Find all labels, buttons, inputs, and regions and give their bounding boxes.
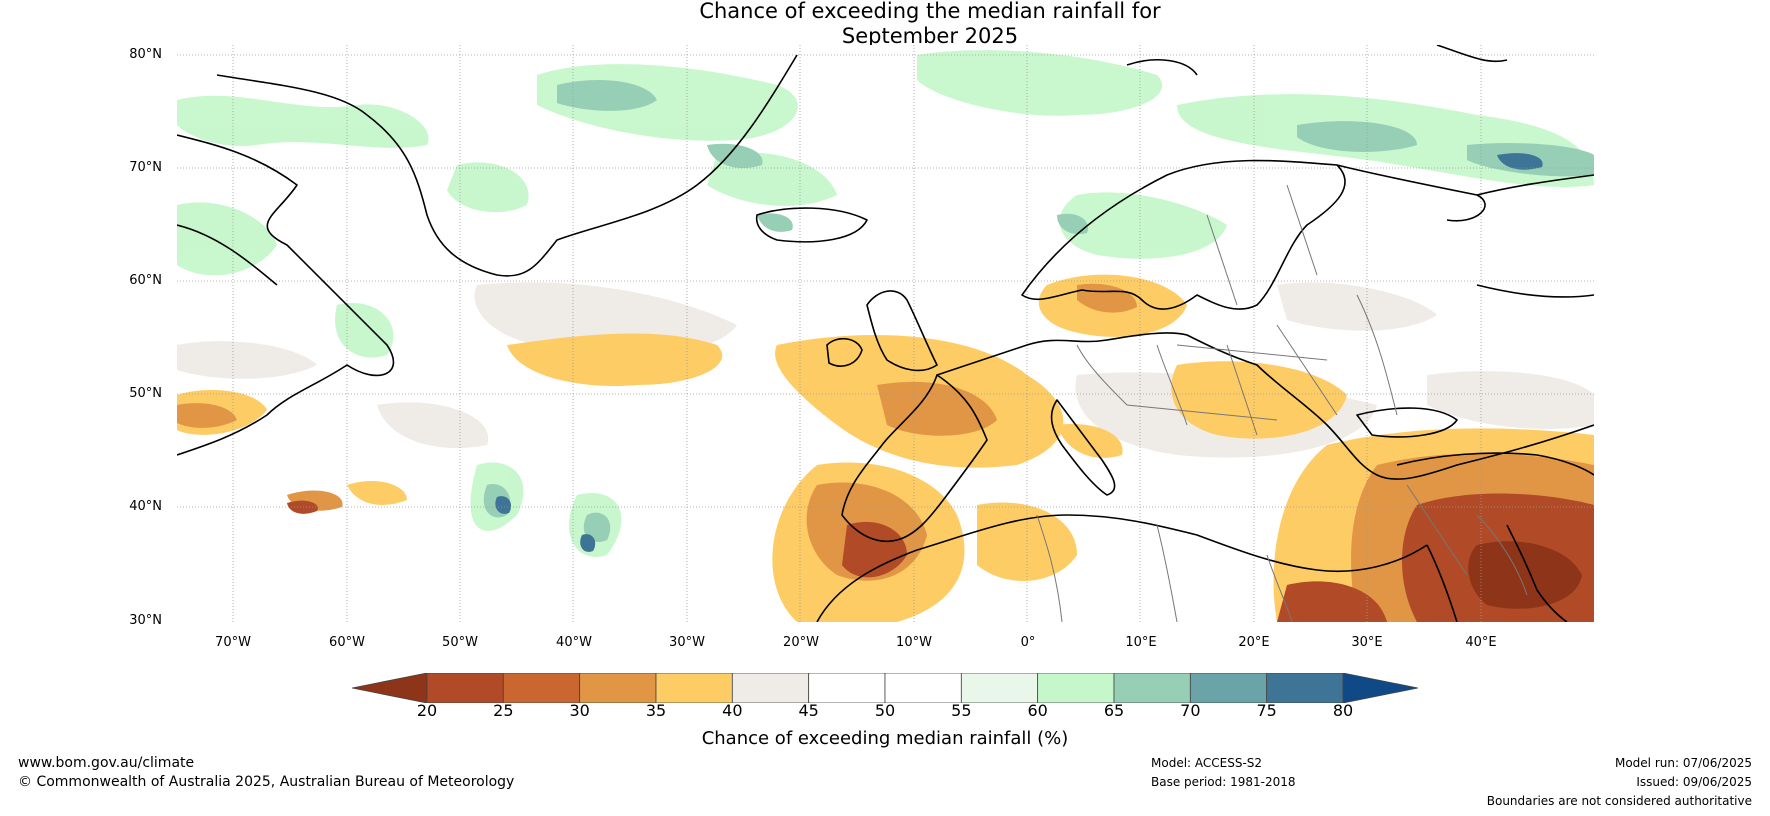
colorbar-segment [884,673,962,703]
colorbar-segment [1113,673,1191,703]
colorbar-tick-label: 70 [1180,701,1201,720]
lon-label: 10°E [1125,635,1157,650]
colorbar-segment [579,673,657,703]
colorbar-tick-label: 25 [493,701,514,720]
disclaimer-text: Boundaries are not considered authoritat… [1486,794,1752,808]
lon-label: 50°W [442,635,478,650]
lon-label: 60°W [329,635,365,650]
model-text: Model: ACCESS-S2 [1151,756,1263,770]
colorbar-tick-label: 30 [569,701,590,720]
lon-label: 30°W [669,635,705,650]
colorbar-extend-low [352,673,428,703]
colorbar-tick-label: 20 [416,701,438,720]
lon-label: 30°E [1351,635,1383,650]
colorbar-segment [808,673,886,703]
colorbar-segment [1037,673,1115,703]
colorbar-segment [1189,673,1268,703]
lon-label: 0° [1020,635,1036,650]
colorbar-extend-high [1342,673,1418,703]
colorbar-tick-label: 55 [951,701,972,720]
lon-label: 20°W [783,635,819,650]
colorbar-segment [960,673,1039,703]
issued-text: Issued: 09/06/2025 [1636,775,1752,789]
colorbar-tick-label: 35 [645,701,667,720]
rainfall-map [177,45,1594,622]
colorbar-tick-label: 75 [1256,701,1277,720]
colorbar-tick-label: 40 [722,701,743,720]
website-text: www.bom.gov.au/climate [18,755,195,771]
model-run-text: Model run: 07/06/2025 [1614,756,1752,770]
graticule [177,45,1594,622]
copyright-text: © Commonwealth of Australia 2025, Austra… [18,774,515,790]
colorbar-segment [655,673,733,703]
colorbar-segment [426,673,504,703]
lon-label: 70°W [215,635,251,650]
lon-label: 40°E [1465,635,1497,650]
colorbar-segment [502,673,581,703]
coastlines [177,45,1594,622]
wettest-regions [495,153,1543,552]
country-borders [1036,184,1528,622]
colorbar [352,673,1418,703]
lat-label: 60°N [129,273,162,288]
lat-label: 50°N [129,386,162,401]
colorbar-label: Chance of exceeding median rainfall (%) [701,728,1069,749]
colorbar-tick-label: 60 [1027,701,1048,720]
title-line-1: Chance of exceeding the median rainfall … [699,0,1161,23]
lon-label: 10°W [896,635,932,650]
map-title: Chance of exceeding the median rainfall … [0,0,1770,49]
colorbar-tick-label: 45 [798,701,819,720]
lat-label: 30°N [129,613,162,628]
lon-label: 40°W [556,635,592,650]
lat-label: 70°N [129,160,162,175]
colorbar-segment [731,673,810,703]
colorbar-tick-label: 80 [1332,701,1354,720]
colorbar-tick-label: 50 [874,701,896,720]
colorbar-segment [1266,673,1344,703]
lat-label: 40°N [129,499,162,514]
base-period-text: Base period: 1981-2018 [1151,775,1296,789]
title-line-2: September 2025 [841,24,1019,48]
lat-label: 80°N [129,47,162,62]
lon-label: 20°E [1238,635,1270,650]
colorbar-tick-label: 65 [1103,701,1125,720]
very-wet-regions [483,80,1594,543]
